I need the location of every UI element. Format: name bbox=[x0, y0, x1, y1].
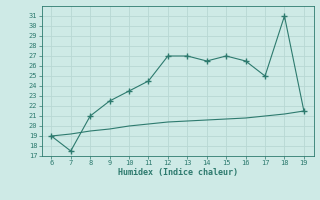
X-axis label: Humidex (Indice chaleur): Humidex (Indice chaleur) bbox=[118, 168, 237, 177]
